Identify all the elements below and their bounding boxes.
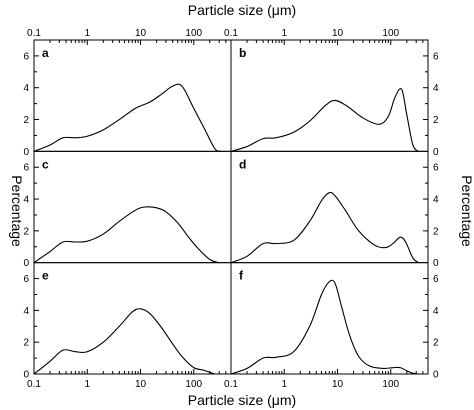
y-tick-label: 6: [23, 163, 29, 174]
panel-frame: [33, 39, 232, 152]
x-tick-label: 10: [135, 379, 147, 390]
series-line-f: [230, 279, 419, 375]
panel-frame: [230, 39, 429, 152]
y-tick-label: 0: [433, 258, 439, 269]
top-x-axis-title: Particle size (μm): [188, 2, 296, 18]
y-tick-label: 4: [433, 83, 439, 94]
panel-letter: d: [239, 157, 246, 171]
y-tick-label: 4: [23, 195, 29, 206]
panel-a: 0.1 1 10 100 0 2 4 6 a: [23, 28, 232, 158]
y-tick-label: 6: [23, 51, 29, 62]
panel-letter: a: [42, 46, 49, 60]
series-line-c: [33, 206, 220, 264]
x-tick-label: 100: [185, 28, 202, 39]
y-tick-label: 6: [433, 163, 439, 174]
series-line-b: [230, 88, 419, 152]
left-y-axis-title: Percentage: [9, 175, 25, 247]
panel-letter: e: [42, 269, 49, 283]
panel-frame: [230, 262, 429, 375]
x-tick-label: 1: [281, 28, 287, 39]
panel-c: 0 2 4 6 c: [23, 150, 232, 269]
y-tick-label: 6: [23, 274, 29, 285]
x-tick-label: 0.1: [27, 379, 41, 390]
series-line-d: [230, 191, 419, 264]
panel-f: 0.1 1 10 100 0 2 4 6 f: [224, 262, 439, 390]
y-tick-label: 6: [433, 274, 439, 285]
y-tick-label: 2: [23, 115, 29, 126]
series-line-a: [33, 83, 222, 152]
x-tick-label: 100: [185, 379, 202, 390]
panel-frame: [33, 262, 232, 375]
x-tick-label: 10: [332, 28, 344, 39]
panel-letter: c: [42, 157, 49, 171]
panel-d: 0 2 4 6 d: [230, 150, 439, 269]
y-tick-label: 0: [433, 147, 439, 158]
panel-frame: [230, 150, 429, 264]
x-tick-label: 0.1: [27, 28, 41, 39]
y-tick-label: 2: [433, 226, 439, 237]
y-tick-label: 0: [23, 258, 29, 269]
x-tick-label: 100: [382, 28, 399, 39]
series-line-e: [33, 308, 216, 375]
right-y-axis-title: Percentage: [459, 175, 474, 247]
y-tick-label: 6: [433, 51, 439, 62]
x-tick-label: 0.1: [224, 379, 238, 390]
y-tick-label: 2: [23, 226, 29, 237]
x-tick-label: 10: [332, 379, 344, 390]
panel-e: 0.1 1 10 100 0 2 4 6 e: [23, 262, 232, 390]
y-tick-label: 4: [23, 83, 29, 94]
x-tick-label: 0.1: [224, 28, 238, 39]
y-tick-label: 2: [433, 115, 439, 126]
panel-letter: f: [239, 269, 244, 283]
y-tick-label: 0: [23, 370, 29, 381]
x-tick-label: 1: [84, 379, 90, 390]
x-tick-label: 1: [84, 28, 90, 39]
x-tick-label: 1: [281, 379, 287, 390]
panel-letter: b: [239, 46, 246, 60]
panel-frame: [33, 150, 232, 264]
panel-b: 0.1 1 10 100 0 2 4 6 b: [224, 28, 439, 158]
y-tick-label: 0: [433, 370, 439, 381]
y-tick-label: 4: [23, 306, 29, 317]
y-tick-label: 4: [433, 306, 439, 317]
x-tick-label: 10: [135, 28, 147, 39]
x-tick-label: 100: [382, 379, 399, 390]
y-tick-label: 2: [23, 338, 29, 349]
y-tick-label: 2: [433, 338, 439, 349]
y-tick-label: 4: [433, 195, 439, 206]
y-tick-label: 0: [23, 147, 29, 158]
bottom-x-axis-title: Particle size (μm): [188, 392, 296, 408]
